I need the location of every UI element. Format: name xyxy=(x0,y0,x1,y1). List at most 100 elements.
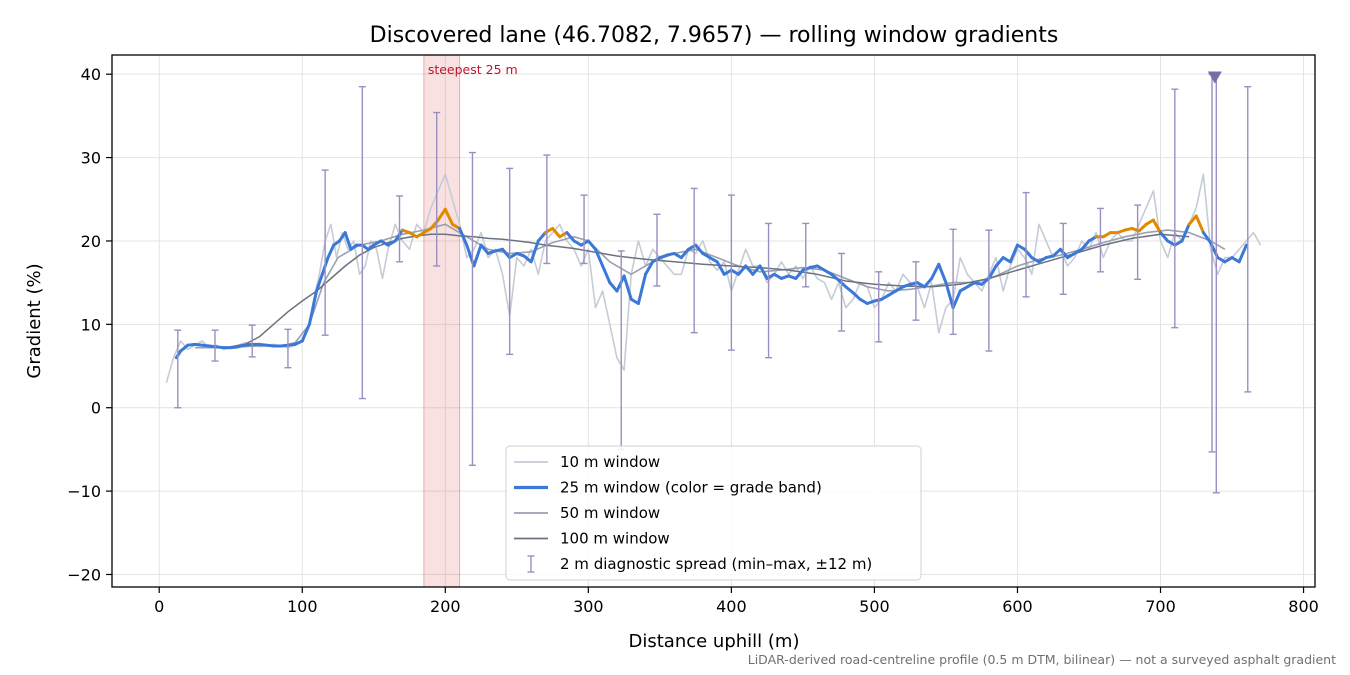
grade-segment-normal xyxy=(315,272,324,293)
grade-segment-normal xyxy=(837,278,848,289)
x-tick-label: 200 xyxy=(430,597,461,616)
grade-segment-normal xyxy=(458,226,469,247)
errorbar xyxy=(1171,88,1179,329)
errorbar xyxy=(248,324,256,358)
errorbar xyxy=(506,167,514,356)
grade-segment-normal xyxy=(565,231,576,243)
grade-segment-normal xyxy=(851,291,862,301)
grade-segment-normal xyxy=(694,243,705,255)
errorbar xyxy=(690,187,698,334)
grade-segment-normal xyxy=(615,274,626,293)
legend-item: 25 m window (color = grade band) xyxy=(514,479,822,497)
y-tick-label: 40 xyxy=(81,65,101,84)
steepest-segment-highlight: steepest 25 m xyxy=(423,54,518,588)
grade-segment-normal xyxy=(601,264,612,285)
grade-segment-steep xyxy=(551,226,562,239)
grade-segment-steep xyxy=(443,207,454,226)
grade-segment-normal xyxy=(300,322,311,343)
grade-segment-normal xyxy=(830,272,841,282)
grade-segment-normal xyxy=(951,289,962,310)
grade-segment-normal xyxy=(622,274,633,301)
grade-segment-normal xyxy=(922,276,934,289)
errorbar xyxy=(1244,85,1252,393)
legend-item: 2 m diagnostic spread (min–max, ±12 m) xyxy=(527,555,872,573)
errorbar xyxy=(1096,207,1104,273)
diagnostic-errorbars xyxy=(174,73,1252,494)
errorbar xyxy=(838,252,846,332)
grade-segment-normal xyxy=(472,243,483,268)
grade-segment-normal xyxy=(937,262,948,285)
grade-segment-normal xyxy=(715,260,726,276)
grade-segment-normal xyxy=(307,289,319,326)
grade-segment-normal xyxy=(1201,231,1213,245)
errorbar xyxy=(396,195,404,263)
grade-segment-steep xyxy=(1151,218,1163,235)
axis-ticks: 0 100 200 300 400 500 600 700 800 −20 −10 0 10 20 30 40 xyxy=(67,65,1319,616)
legend-item: 100 m window xyxy=(514,530,670,548)
grade-segment-normal xyxy=(1159,231,1170,243)
errorbar xyxy=(468,151,476,466)
grade-segment-normal xyxy=(501,247,512,260)
y-tick-label: 0 xyxy=(91,399,101,418)
legend-label: 50 m window xyxy=(560,504,660,522)
legend-item: 50 m window xyxy=(514,504,660,522)
grade-segment-normal xyxy=(794,268,805,280)
legend-box xyxy=(505,445,922,581)
y-tick-label: 20 xyxy=(81,232,101,251)
errorbar xyxy=(617,250,625,451)
grade-segment-normal xyxy=(1051,247,1062,258)
grade-segment-normal xyxy=(1180,222,1191,243)
errorbar xyxy=(653,213,661,287)
grade-segment-steep xyxy=(436,207,447,222)
grade-segment-normal xyxy=(944,281,955,310)
x-tick-label: 400 xyxy=(716,597,747,616)
y-tick-label: −20 xyxy=(67,565,101,584)
grade-segment-normal xyxy=(608,281,619,293)
x-tick-label: 0 xyxy=(154,597,164,616)
grid-lines xyxy=(112,55,1315,587)
legend-label: 100 m window xyxy=(560,530,670,548)
grade-segment-normal xyxy=(987,264,998,280)
steepest-band xyxy=(423,54,461,588)
chart-title: Discovered lane (46.7082, 7.9657) — roll… xyxy=(370,23,1059,48)
grade-segment-normal xyxy=(536,231,547,243)
grade-segment-normal xyxy=(393,228,404,243)
y-axis-label: Gradient (%) xyxy=(24,263,45,378)
grade-segment-normal xyxy=(1058,247,1070,260)
grade-segment-normal xyxy=(479,243,490,255)
grade-segment-steep xyxy=(1137,222,1148,233)
grade-segment-normal xyxy=(1008,243,1019,264)
grade-segment-normal xyxy=(1237,243,1248,264)
errorbar xyxy=(580,194,588,265)
grade-segment-normal xyxy=(343,231,353,251)
errorbar xyxy=(765,222,773,359)
grade-segment-normal xyxy=(1080,239,1091,251)
errorbar xyxy=(1212,73,1220,494)
grade-segment-normal xyxy=(529,239,540,264)
grade-segment-normal xyxy=(744,264,755,276)
errorbar xyxy=(433,111,441,267)
legend-label: 10 m window xyxy=(560,453,660,471)
grade-segment-steep xyxy=(1194,214,1205,235)
series-line-0 xyxy=(165,173,1262,383)
grade-segment-normal xyxy=(636,272,648,305)
x-tick-label: 800 xyxy=(1288,597,1319,616)
steepest-label: steepest 25 m xyxy=(428,62,518,77)
x-tick-label: 600 xyxy=(1002,597,1033,616)
x-tick-label: 700 xyxy=(1145,597,1176,616)
errorbar xyxy=(875,271,883,343)
errorbar xyxy=(1134,204,1142,281)
grade-segment-normal xyxy=(644,260,655,276)
y-tick-label: 10 xyxy=(81,315,101,334)
errorbar xyxy=(727,194,735,351)
grade-segment-normal xyxy=(980,276,991,286)
errorbar xyxy=(358,85,366,400)
errorbar xyxy=(211,329,219,362)
y-tick-label: −10 xyxy=(67,482,101,501)
grade-segment-normal xyxy=(593,247,605,268)
errorbar xyxy=(1059,222,1067,296)
chart-markers xyxy=(1207,71,1222,84)
grade-segment-normal xyxy=(844,285,855,295)
errorbar xyxy=(985,229,993,352)
